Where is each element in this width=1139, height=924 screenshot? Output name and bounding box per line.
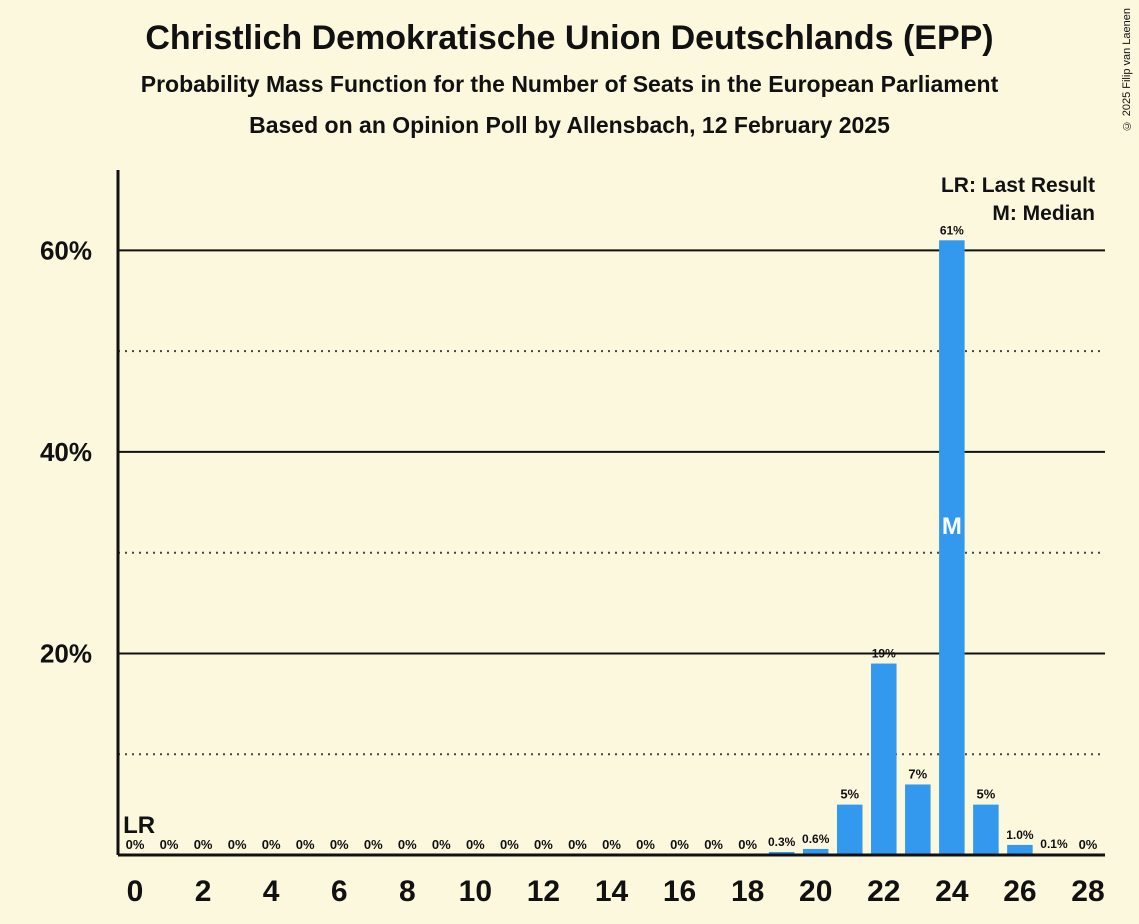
- bar-value-label: 0%: [670, 837, 689, 852]
- bar-value-label: 0%: [602, 837, 621, 852]
- bar: [939, 240, 965, 855]
- bar-value-label: 0%: [364, 837, 383, 852]
- x-tick-label: 16: [663, 875, 696, 908]
- x-tick-label: 26: [1003, 875, 1036, 908]
- bar-value-label: 0%: [160, 837, 179, 852]
- x-tick-label: 10: [459, 875, 492, 908]
- x-tick-label: 4: [263, 875, 280, 908]
- x-tick-label: 22: [867, 875, 900, 908]
- bar: [973, 805, 999, 855]
- bar-value-label: 19%: [872, 647, 896, 661]
- x-tick-label: 14: [595, 875, 629, 908]
- bar-value-label: 0.3%: [768, 835, 796, 849]
- median-marker: M: [942, 513, 962, 540]
- y-tick-label: 40%: [40, 437, 92, 467]
- bar-value-label: 0%: [262, 837, 281, 852]
- bar: [1007, 845, 1033, 855]
- bar-value-label: 0%: [228, 837, 247, 852]
- bar-value-label: 0%: [330, 837, 349, 852]
- bar-value-label: 0%: [636, 837, 655, 852]
- bar: [837, 805, 863, 855]
- x-tick-label: 24: [935, 875, 969, 908]
- x-tick-label: 0: [127, 875, 144, 908]
- bar-value-label: 5%: [976, 787, 995, 802]
- bar-value-label: 5%: [840, 787, 859, 802]
- bar-value-label: 0%: [568, 837, 587, 852]
- bar-value-label: 0%: [534, 837, 553, 852]
- bar-value-label: 0%: [466, 837, 485, 852]
- last-result-marker: LR: [123, 812, 155, 839]
- legend-last-result: LR: Last Result: [941, 174, 1095, 197]
- bar-value-label: 0.6%: [802, 832, 830, 846]
- bar-value-label: 1.0%: [1006, 828, 1034, 842]
- y-tick-label: 60%: [40, 235, 92, 265]
- bar-value-label: 0%: [296, 837, 315, 852]
- bar-value-label: 0%: [194, 837, 213, 852]
- bar-value-label: 0%: [500, 837, 519, 852]
- y-tick-label: 20%: [40, 638, 92, 668]
- pmf-bar-chart: M 0% 0% 0% 0% 0% 0% 0% 0% 0% 0% 0% 0% 0% 0% 0% 0% 0% 0% 0% 0…: [0, 0, 1139, 924]
- bar-value-label: 0%: [432, 837, 451, 852]
- x-tick-label: 28: [1071, 875, 1104, 908]
- bar: [871, 664, 897, 855]
- legend-median: M: Median: [992, 202, 1095, 225]
- bar-value-label: 0.1%: [1040, 837, 1068, 851]
- bar-value-label: 0%: [398, 837, 417, 852]
- bar-value-label: 0%: [738, 837, 757, 852]
- bar-value-label: 0%: [1079, 837, 1098, 852]
- x-tick-label: 6: [331, 875, 348, 908]
- bar: [905, 784, 931, 855]
- bar-value-label: 7%: [908, 766, 927, 781]
- x-tick-label: 2: [195, 875, 212, 908]
- x-tick-label: 18: [731, 875, 764, 908]
- bar-value-label: 61%: [940, 223, 964, 237]
- bar-value-label: 0%: [704, 837, 723, 852]
- bar-value-label: 0%: [126, 837, 145, 852]
- x-tick-label: 20: [799, 875, 832, 908]
- x-tick-label: 8: [399, 875, 416, 908]
- x-tick-label: 12: [527, 875, 560, 908]
